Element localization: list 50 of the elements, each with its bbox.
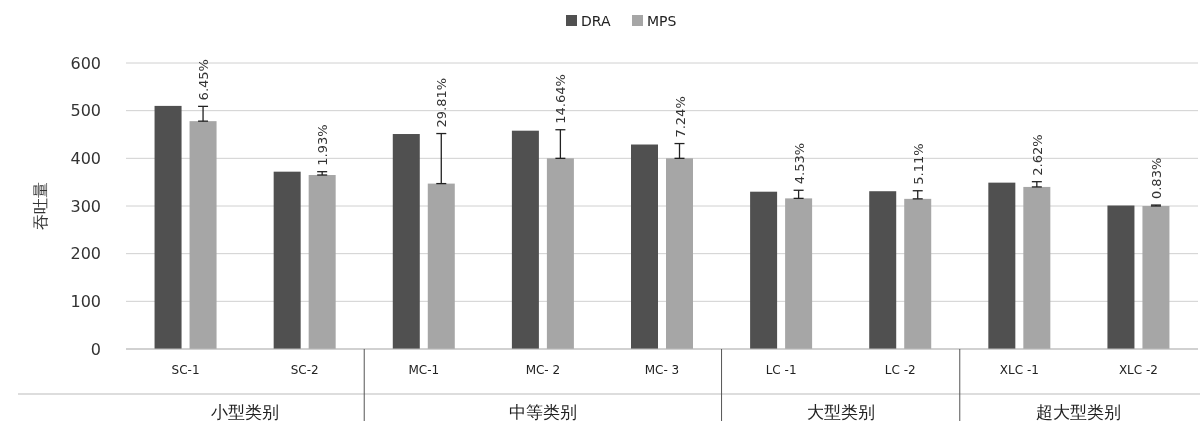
bar xyxy=(785,198,813,349)
x-tick-label: LC -2 xyxy=(884,363,916,377)
x-tick-label: XLC -2 xyxy=(1118,363,1158,377)
bar xyxy=(666,158,693,349)
y-tick-label: 600 xyxy=(70,53,101,73)
bar xyxy=(1023,186,1051,349)
x-tick-label: LC -1 xyxy=(765,363,797,377)
annotation: 7.24% xyxy=(672,96,688,138)
legend-label: MPS xyxy=(647,13,677,29)
annotation: 5.11% xyxy=(910,143,926,185)
bar xyxy=(308,175,336,349)
annotation: 4.53% xyxy=(791,142,807,185)
y-tick-label: 300 xyxy=(70,196,101,216)
bar xyxy=(1107,205,1135,349)
x-tick-label: XLC -1 xyxy=(999,363,1039,377)
y-tick-label: 400 xyxy=(70,148,101,168)
annotation: 0.83% xyxy=(1148,157,1164,200)
text: 中等类别 xyxy=(508,402,577,421)
bar xyxy=(750,191,778,349)
legend-label: DRA xyxy=(581,13,611,29)
annotation: 6.45% xyxy=(196,59,212,101)
bar xyxy=(1142,206,1170,349)
bar xyxy=(904,198,932,349)
text: 超大型类别 xyxy=(1036,402,1122,421)
x-tick-label: MC- 2 xyxy=(525,363,561,377)
annotation: 1.93% xyxy=(315,124,331,166)
bar xyxy=(869,191,897,349)
annotation: 14.64% xyxy=(553,74,569,124)
y-tick-label: 200 xyxy=(70,244,101,264)
x-tick-label: MC-1 xyxy=(408,363,440,377)
annotation: 2.62% xyxy=(1029,134,1045,176)
bar xyxy=(189,121,217,349)
bar xyxy=(273,171,301,349)
bar xyxy=(631,144,658,349)
bar xyxy=(427,183,455,349)
bar xyxy=(546,158,574,349)
text: 大型类别 xyxy=(806,402,875,421)
y-tick-label: 100 xyxy=(70,291,101,311)
x-tick-label: SC-1 xyxy=(171,363,200,377)
bar xyxy=(154,105,182,349)
x-tick-label: MC- 3 xyxy=(644,363,680,377)
bar xyxy=(392,134,420,349)
x-tick-label: SC-2 xyxy=(290,363,319,377)
y-tick-label: 0 xyxy=(90,339,101,359)
bar xyxy=(988,182,1016,349)
y-tick-label: 500 xyxy=(70,101,101,121)
annotation: 29.81% xyxy=(434,77,450,128)
bar xyxy=(511,130,539,349)
y-axis-title: 吞吐量 xyxy=(31,182,50,230)
text: 小型类别 xyxy=(211,402,280,421)
